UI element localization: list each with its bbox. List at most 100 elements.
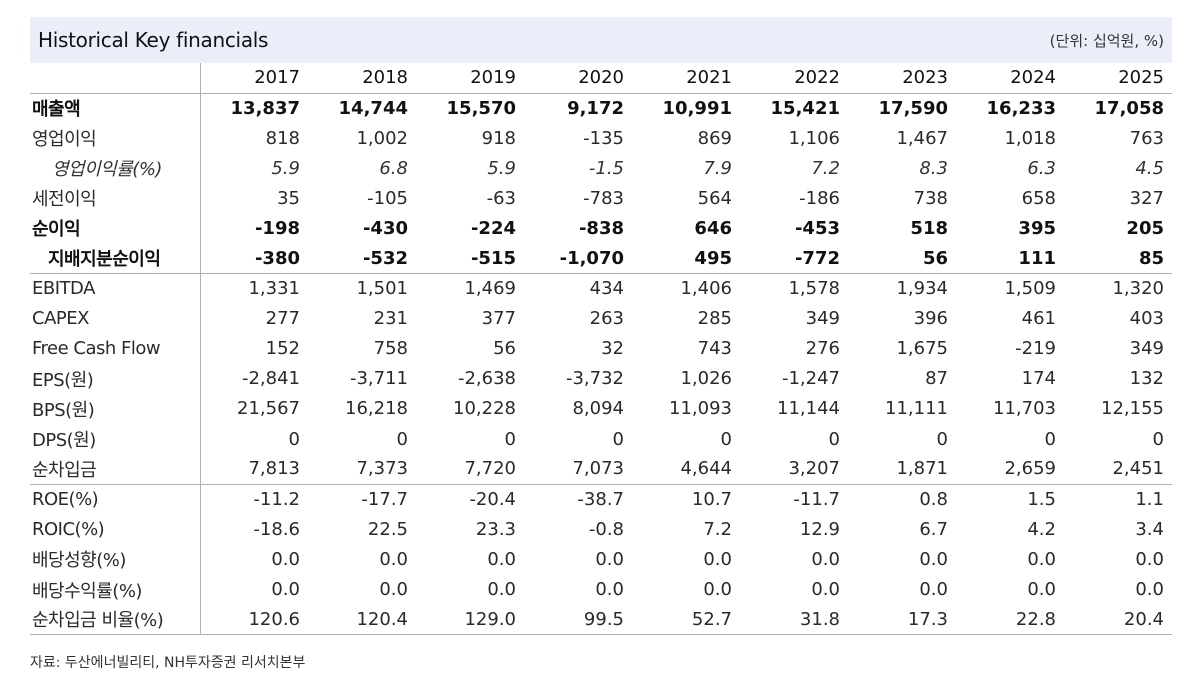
value-cell: 4.2 — [1027, 518, 1056, 540]
table-row: ROE(%) -11.2 -17.7 -20.4 -38.7 10.7 -11.7 0.8 1.… — [30, 483, 1172, 515]
value-cell: 285 — [697, 308, 732, 330]
row-label: Free Cash Flow — [30, 333, 201, 364]
value-cell: 11,093 — [669, 398, 732, 420]
value-cell: 1,509 — [956, 273, 1064, 304]
value-cell: 738 — [913, 187, 948, 209]
value-cell: 35 — [277, 187, 300, 209]
value-cell: 17,590 — [878, 97, 948, 119]
year-header: 2022 — [740, 63, 848, 94]
value-cell: 2,451 — [1112, 458, 1164, 480]
value-cell: 56 — [493, 338, 516, 360]
value-cell: 11,111 — [885, 398, 948, 420]
table-row: 영업이익 818 1,002 918 -135 869 1,106 1,467 1,018 763 — [30, 123, 1172, 154]
row-label: EBITDA — [30, 273, 201, 304]
value-cell: -838 — [578, 217, 624, 239]
value-cell: 0 — [828, 428, 840, 450]
year-header: 2018 — [308, 63, 416, 94]
value-cell: 52.7 — [632, 604, 740, 636]
row-label: 순차입금 비율(%) — [30, 604, 201, 636]
value-cell: 2,659 — [1004, 458, 1056, 480]
value-cell: 6.8 — [379, 157, 408, 179]
value-cell: 8,094 — [572, 398, 624, 420]
value-cell: 434 — [524, 273, 632, 304]
table-row: 세전이익 35 -105 -63 -783 564 -186 738 658 327 — [30, 183, 1172, 214]
value-cell: 0.0 — [379, 579, 408, 601]
value-cell: 174 — [1021, 368, 1056, 390]
value-cell: -3,711 — [349, 368, 408, 390]
value-cell: -1,247 — [781, 368, 840, 390]
value-cell: 32 — [601, 338, 624, 360]
value-cell: -186 — [799, 187, 840, 209]
value-cell: 0.0 — [379, 548, 408, 570]
value-cell: 21,567 — [237, 398, 300, 420]
row-label: 순이익 — [30, 213, 201, 244]
table-row: EBITDA 1,331 1,501 1,469 434 1,406 1,578 1,934 1… — [30, 273, 1172, 304]
table-row: 매출액 13,837 14,744 15,570 9,172 10,991 15,421 17… — [30, 93, 1172, 124]
value-cell: 1,501 — [308, 273, 416, 304]
table-row: 영업이익률(%) 5.9 6.8 5.9 -1.5 7.9 7.2 8.3 6.3 4.5 — [30, 153, 1172, 184]
value-cell: 12.9 — [799, 518, 840, 540]
value-cell: 1,320 — [1064, 273, 1172, 304]
value-cell: -783 — [583, 187, 624, 209]
value-cell: 16,218 — [345, 398, 408, 420]
table-row: 순차입금 7,813 7,373 7,720 7,073 4,644 3,207 1,871 2… — [30, 454, 1172, 485]
value-cell: 403 — [1129, 308, 1164, 330]
row-label: ROE(%) — [30, 483, 201, 515]
value-cell: 0.0 — [1027, 548, 1056, 570]
value-cell: 129.0 — [416, 604, 524, 636]
row-label: CAPEX — [30, 303, 201, 334]
value-cell: 7.9 — [703, 157, 732, 179]
row-label: EPS(원) — [30, 363, 201, 394]
value-cell: 0 — [504, 428, 516, 450]
value-cell: 1,002 — [356, 127, 408, 149]
value-cell: -453 — [794, 217, 840, 239]
value-cell: 869 — [697, 127, 732, 149]
source-note: 자료: 두산에너빌리티, NH투자증권 리서치본부 — [30, 655, 306, 671]
value-cell: 3,207 — [788, 458, 840, 480]
value-cell: 6.3 — [1027, 157, 1056, 179]
value-cell: 0.0 — [1027, 579, 1056, 601]
value-cell: 87 — [925, 368, 948, 390]
row-label: 영업이익률(%) — [30, 153, 201, 184]
table-row: 순이익 -198 -430 -224 -838 646 -453 518 395 205 — [30, 213, 1172, 244]
value-cell: 0.0 — [919, 548, 948, 570]
value-cell: 0.8 — [848, 483, 956, 515]
value-cell: 758 — [373, 338, 408, 360]
value-cell: 10,991 — [662, 97, 732, 119]
value-cell: -1.5 — [588, 157, 624, 179]
row-label: 순차입금 — [30, 454, 201, 485]
value-cell: 1,871 — [896, 458, 948, 480]
value-cell: 0.0 — [811, 548, 840, 570]
year-header: 2021 — [632, 63, 740, 94]
value-cell: 12,155 — [1101, 398, 1164, 420]
value-cell: 22.5 — [367, 518, 408, 540]
value-cell: 0.0 — [595, 579, 624, 601]
value-cell: 4,644 — [680, 458, 732, 480]
value-cell: 0 — [1044, 428, 1056, 450]
value-cell: -105 — [367, 187, 408, 209]
value-cell: 11,703 — [993, 398, 1056, 420]
value-cell: 1,934 — [848, 273, 956, 304]
value-cell: 14,744 — [338, 97, 408, 119]
table-row: 배당수익률(%) 0.0 0.0 0.0 0.0 0.0 0.0 0.0 0.0 0.0 — [30, 574, 1172, 605]
value-cell: 16,233 — [986, 97, 1056, 119]
value-cell: 0.0 — [811, 579, 840, 601]
value-cell: 120.4 — [308, 604, 416, 636]
value-cell: 0.0 — [1135, 579, 1164, 601]
value-cell: 0 — [288, 428, 300, 450]
value-cell: 56 — [922, 247, 948, 269]
value-cell: -380 — [254, 247, 300, 269]
table-row: 지배지분순이익 -380 -532 -515 -1,070 495 -772 56 111 85 — [30, 243, 1172, 274]
value-cell: 1.5 — [956, 483, 1064, 515]
financials-panel: Historical Key financials (단위: 십억원, %) 2… — [30, 17, 1172, 636]
value-cell: 743 — [697, 338, 732, 360]
value-cell: 120.6 — [200, 604, 308, 636]
value-cell: 85 — [1138, 247, 1164, 269]
value-cell: 1,018 — [1004, 127, 1056, 149]
value-cell: 0.0 — [271, 548, 300, 570]
value-cell: 396 — [913, 308, 948, 330]
row-label: ROIC(%) — [30, 514, 201, 545]
value-cell: -3,732 — [565, 368, 624, 390]
table-row: CAPEX 277 231 377 263 285 349 396 461 403 — [30, 303, 1172, 334]
value-cell: 349 — [1129, 338, 1164, 360]
